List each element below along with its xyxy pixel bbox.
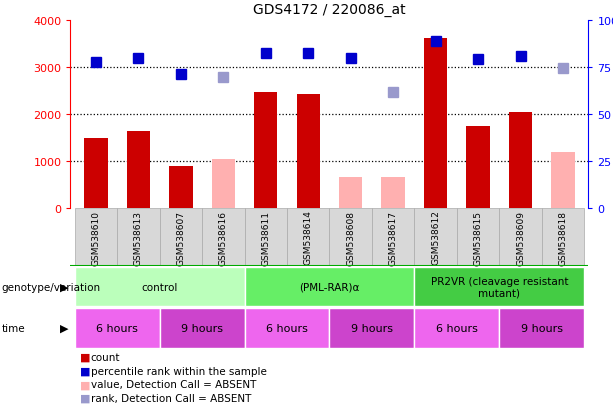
Bar	[245, 309, 330, 348]
Text: genotype/variation: genotype/variation	[1, 282, 101, 292]
Bar	[339, 178, 362, 209]
Bar	[75, 209, 117, 266]
Bar	[330, 309, 414, 348]
Text: ▶: ▶	[60, 323, 69, 333]
Bar	[211, 159, 235, 209]
Text: GSM538614: GSM538614	[304, 210, 313, 265]
Bar	[287, 209, 330, 266]
Bar	[466, 126, 490, 209]
Text: GSM538608: GSM538608	[346, 210, 355, 265]
Bar	[457, 209, 500, 266]
Bar	[245, 209, 287, 266]
Text: ▶: ▶	[60, 282, 69, 292]
Text: GSM538617: GSM538617	[389, 210, 398, 265]
Text: GSM538610: GSM538610	[91, 210, 101, 265]
Text: GSM538615: GSM538615	[474, 210, 482, 265]
Bar	[372, 209, 414, 266]
Text: PR2VR (cleavage resistant
mutant): PR2VR (cleavage resistant mutant)	[430, 276, 568, 298]
Bar	[414, 309, 500, 348]
Bar	[414, 267, 584, 306]
Bar	[500, 309, 584, 348]
Text: ■: ■	[80, 380, 90, 389]
Bar	[254, 93, 278, 209]
Bar	[159, 209, 202, 266]
Bar	[542, 209, 584, 266]
Text: ■: ■	[80, 352, 90, 362]
Text: (PML-RAR)α: (PML-RAR)α	[299, 282, 360, 292]
Bar	[500, 209, 542, 266]
Title: GDS4172 / 220086_at: GDS4172 / 220086_at	[253, 3, 406, 17]
Text: value, Detection Call = ABSENT: value, Detection Call = ABSENT	[91, 380, 256, 389]
Text: rank, Detection Call = ABSENT: rank, Detection Call = ABSENT	[91, 393, 251, 403]
Bar	[127, 131, 150, 209]
Text: GSM538611: GSM538611	[261, 210, 270, 265]
Text: percentile rank within the sample: percentile rank within the sample	[91, 366, 267, 376]
Text: 9 hours: 9 hours	[351, 323, 393, 333]
Bar	[117, 209, 159, 266]
Bar	[297, 95, 320, 209]
Text: count: count	[91, 352, 120, 362]
Bar	[551, 152, 574, 209]
Text: GSM538613: GSM538613	[134, 210, 143, 265]
Bar	[330, 209, 372, 266]
Bar	[424, 38, 447, 209]
Bar	[381, 178, 405, 209]
Bar	[202, 209, 245, 266]
Text: GSM538609: GSM538609	[516, 210, 525, 265]
Text: 6 hours: 6 hours	[266, 323, 308, 333]
Text: ■: ■	[80, 366, 90, 376]
Text: GSM538607: GSM538607	[177, 210, 185, 265]
Text: time: time	[1, 323, 25, 333]
Text: 6 hours: 6 hours	[436, 323, 478, 333]
Text: 9 hours: 9 hours	[521, 323, 563, 333]
Bar	[414, 209, 457, 266]
Text: 6 hours: 6 hours	[96, 323, 138, 333]
Bar	[75, 267, 245, 306]
Text: control: control	[142, 282, 178, 292]
Text: GSM538616: GSM538616	[219, 210, 228, 265]
Bar	[169, 166, 192, 209]
Bar	[75, 309, 159, 348]
Bar	[85, 139, 108, 209]
Bar	[245, 267, 414, 306]
Text: 9 hours: 9 hours	[181, 323, 223, 333]
Text: ■: ■	[80, 393, 90, 403]
Text: GSM538612: GSM538612	[431, 210, 440, 265]
Text: GSM538618: GSM538618	[558, 210, 568, 265]
Bar	[509, 112, 532, 209]
Bar	[159, 309, 245, 348]
